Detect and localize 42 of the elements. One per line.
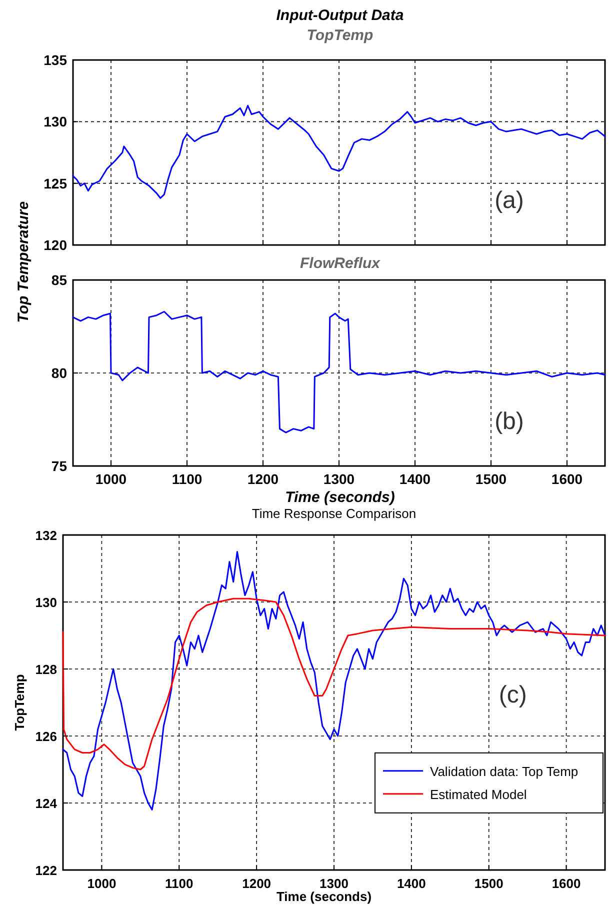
x-tick-label: 1600 [551,471,583,487]
y-axis-title: TopTemp [12,674,27,731]
x-tick-label: 1200 [242,876,272,891]
legend-label: Validation data: Top Temp [430,764,578,779]
chart-subtitle: TopTemp [306,27,374,44]
x-tick-label: 1300 [323,471,355,487]
x-tick-label: 1000 [95,471,127,487]
x-tick-label: 1100 [172,471,202,487]
x-tick-label: 1600 [552,876,581,891]
annotation: (c) [498,682,527,708]
y-tick-label: 75 [51,458,68,474]
y-tick-label: 85 [51,272,68,288]
y-tick-label: 125 [44,175,68,192]
line-series [62,551,606,810]
annotation: (a) [494,187,524,214]
y-tick-label: 124 [35,796,58,811]
x-tick-label: 1200 [247,471,279,487]
x-tick-label: 1300 [320,876,348,891]
y-tick-label: 120 [44,237,68,253]
x-tick-label: 1100 [165,876,194,891]
y-tick-label: 132 [35,528,57,543]
y-tick-label: 80 [51,365,68,381]
x-axis-title: Time (seconds) [285,489,395,506]
legend-label: Estimated Model [430,786,527,802]
y-tick-label: 130 [44,114,68,130]
chart-title: FlowReflux [300,255,381,272]
x-tick-label: 1500 [475,471,507,487]
x-tick-label: 1000 [87,876,116,891]
x-tick-label: 1500 [474,876,504,891]
chart-title: Input-Output Data [276,7,404,24]
y-tick-label: 128 [35,662,57,677]
x-axis-title: Time (seconds) [276,889,372,904]
y-tick-label: 130 [35,595,57,610]
y-tick-label: 122 [35,863,57,878]
x-tick-label: 1400 [399,471,431,487]
line-series [72,310,606,434]
y-tick-label: 126 [35,729,57,744]
y-axis-title: Top Temperature [15,201,32,323]
x-tick-label: 1400 [396,876,426,891]
annotation: (b) [494,408,524,435]
chart-title: Time Response Comparison [252,506,416,521]
y-tick-label: 135 [44,52,68,68]
